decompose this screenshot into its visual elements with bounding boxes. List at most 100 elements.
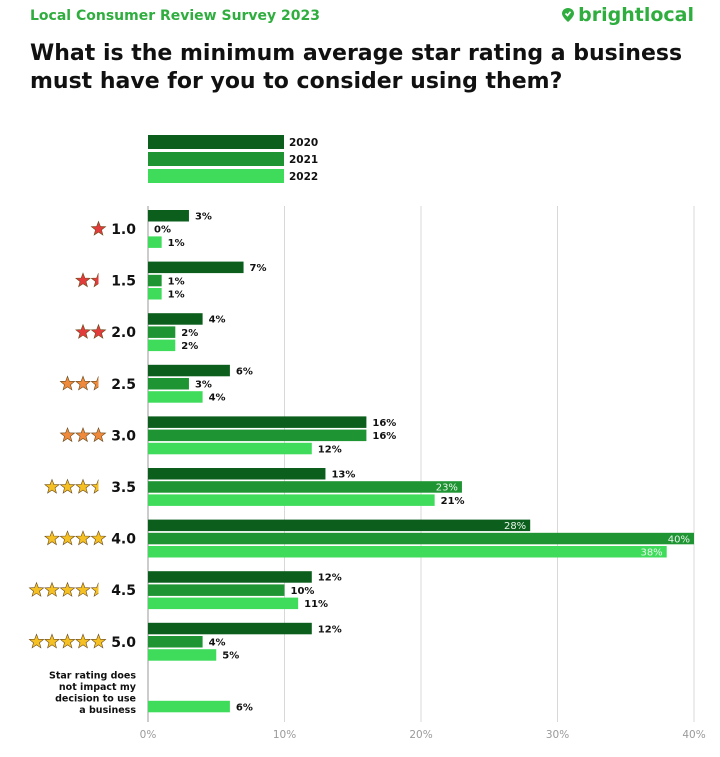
bar-2022 [148, 442, 312, 455]
data-label: 1% [168, 238, 185, 249]
star-icon [75, 478, 91, 494]
data-label: 23% [436, 483, 458, 494]
data-label: 6% [236, 702, 253, 713]
star-icon [75, 633, 91, 649]
bar-2022 [148, 288, 162, 300]
star-icon [75, 530, 91, 546]
bar-2022 [148, 339, 176, 352]
bar-2021 [148, 584, 285, 596]
category-label: 5.0 [111, 635, 136, 651]
data-label: 2% [181, 328, 198, 339]
legend-swatch-2020 [148, 135, 284, 149]
half-star-icon [91, 479, 99, 494]
star-icon [75, 581, 91, 597]
star-icon [28, 581, 45, 597]
legend-swatch-2022 [148, 169, 284, 183]
data-label: 5% [222, 651, 239, 662]
star-icon [90, 426, 107, 443]
half-star-icon [91, 582, 99, 597]
star-icon [44, 633, 60, 649]
legend-label-2022: 2022 [289, 171, 318, 183]
x-tick-label: 10% [273, 729, 296, 741]
bar-2022 [148, 391, 203, 403]
star-icon [59, 426, 76, 443]
bar-2020 [148, 571, 312, 583]
bar-2021 [148, 481, 462, 493]
bar-2020 [148, 313, 203, 325]
data-label: 16% [372, 431, 396, 442]
data-label: 0% [154, 225, 171, 236]
bar-2022 [148, 700, 230, 713]
brand-logo: brightlocal [561, 4, 694, 26]
star-icon [75, 426, 91, 443]
category-label: 3.5 [111, 480, 136, 496]
bar-2022 [148, 649, 217, 661]
legend-swatch-2021 [148, 152, 284, 166]
x-tick-label: 20% [409, 729, 432, 741]
bar-2020 [148, 416, 367, 428]
data-label: 38% [640, 548, 662, 559]
star-icon [59, 633, 76, 649]
category-label: a business [79, 705, 136, 716]
data-label: 16% [372, 418, 396, 429]
category-label: 1.0 [111, 222, 136, 238]
bar-2022 [148, 546, 667, 558]
data-label: 40% [668, 534, 690, 545]
star-icon [75, 375, 91, 391]
category-label: not impact my [59, 682, 137, 693]
star-icon [75, 272, 91, 288]
x-tick-label: 40% [682, 729, 705, 741]
category-label: 3.0 [111, 428, 136, 444]
star-icon [59, 375, 76, 391]
data-label: 12% [318, 573, 342, 584]
bar-2021 [148, 636, 203, 648]
data-label: 1% [168, 290, 185, 301]
category-label: 1.5 [111, 274, 136, 290]
data-label: 12% [318, 624, 342, 635]
star-icon [44, 530, 60, 546]
bar-2022 [148, 494, 435, 506]
bar-2021 [148, 326, 176, 338]
data-label: 28% [504, 521, 526, 532]
bar-2021 [148, 532, 694, 545]
data-label: 12% [318, 444, 342, 455]
data-label: 13% [331, 470, 355, 481]
bar-2020 [148, 519, 531, 532]
bar-2021 [148, 429, 367, 442]
star-icon [59, 581, 76, 597]
star-icon [59, 478, 76, 494]
bar-2022 [148, 597, 299, 610]
data-label: 7% [250, 263, 267, 274]
bar-2020 [148, 364, 230, 377]
star-icon [90, 323, 107, 339]
category-label: 4.5 [111, 583, 136, 599]
x-tick-label: 0% [140, 729, 157, 741]
category-label: 2.5 [111, 377, 136, 393]
star-icon [59, 530, 76, 546]
bar-2020 [148, 468, 326, 480]
brand-name: brightlocal [578, 4, 694, 26]
bar-2021 [148, 378, 189, 390]
data-label: 4% [209, 393, 226, 404]
data-label: 21% [441, 496, 465, 507]
star-icon [90, 220, 107, 236]
survey-label: Local Consumer Review Survey 2023 [30, 8, 321, 24]
page-title: What is the minimum average star rating … [30, 41, 683, 94]
data-label: 2% [181, 341, 198, 352]
bar-2020 [148, 210, 189, 222]
data-label: 11% [304, 599, 328, 610]
star-icon [28, 633, 45, 649]
category-label: 4.0 [111, 532, 136, 548]
data-label: 4% [209, 638, 226, 649]
data-label: 3% [195, 380, 212, 391]
legend-label-2020: 2020 [289, 137, 318, 149]
star-icon [44, 581, 60, 597]
bar-2022 [148, 236, 162, 248]
category-label: Star rating does [49, 670, 136, 681]
category-label: 2.0 [111, 325, 136, 341]
star-icon [90, 530, 107, 546]
legend-label-2021: 2021 [289, 154, 318, 166]
x-tick-label: 30% [546, 729, 569, 741]
data-label: 4% [209, 315, 226, 326]
